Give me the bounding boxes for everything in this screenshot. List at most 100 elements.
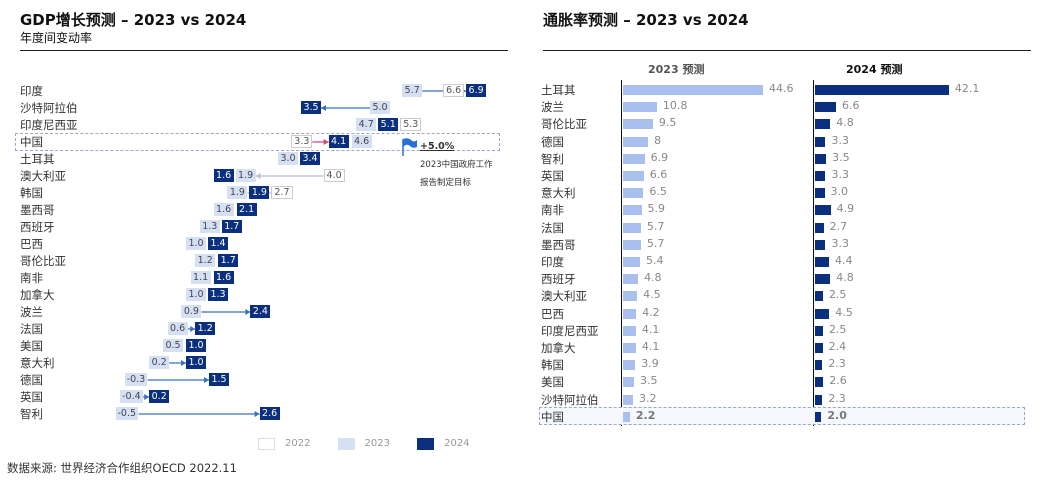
inflation-bar-2024: [815, 291, 823, 302]
inflation-bar-2024: [815, 274, 831, 285]
gdp-value-2023: 1.0: [186, 288, 206, 301]
inflation-value-2023: 3.9: [641, 357, 659, 371]
country-label: 法国: [541, 220, 564, 235]
inflation-value-2024: 3.3: [831, 168, 849, 181]
inflation-bar-2023: [623, 239, 641, 250]
inflation-bar-2024: [815, 377, 824, 388]
legend-swatch-2023: [337, 437, 355, 450]
gdp-value-2024: 5.1: [378, 118, 399, 131]
country-label: 墨西哥: [20, 203, 55, 217]
inflation-value-2023: 2.2: [635, 408, 656, 422]
inflation-value-2023: 4.5: [643, 288, 661, 302]
inflation-value-2023: 5.9: [647, 202, 666, 216]
inflation-value-2023: 4.8: [644, 271, 662, 285]
country-label: 南非: [20, 271, 43, 285]
arrow-head: [181, 360, 186, 366]
gdp-subtitle: 年度间变动率: [20, 31, 93, 45]
inflation-bar-2023: [623, 360, 636, 371]
gdp-value-2024: 1.2: [195, 322, 216, 335]
inflation-value-2023: 4.1: [641, 340, 660, 353]
inflation-value-2023: 4.1: [641, 322, 660, 336]
country-label: 波兰: [20, 305, 43, 319]
inflation-bar-2023: [623, 291, 638, 302]
country-label: 澳大利亚: [20, 169, 66, 183]
inflation-bar-2024: [815, 222, 824, 233]
gdp-value-2023: 5.7: [402, 84, 423, 97]
country-label: 巴西: [541, 306, 564, 321]
inflation-bar-2024: [815, 171, 826, 181]
gdp-value-2024: 1.6: [213, 169, 234, 182]
country-label: 南非: [541, 203, 564, 218]
inflation-bar-2023: [623, 343, 636, 353]
legend-2023: 2023: [364, 438, 390, 449]
gdp-value-2022: 3.3: [291, 135, 313, 148]
gdp-value-2023: 0.9: [181, 305, 202, 318]
inflation-value-2024: 6.6: [841, 99, 860, 113]
gdp-value-2023: 1.2: [195, 254, 216, 267]
gdp-value-2023: 0.2: [149, 356, 170, 369]
china-highlight-inflation: [539, 407, 1025, 425]
inflation-bar-2023: [623, 411, 630, 422]
gdp-value-2024: 6.9: [466, 84, 487, 97]
inflation-value-2023: 5.7: [646, 219, 665, 233]
country-label: 德国: [541, 134, 564, 149]
inflation-bar-2023: [623, 325, 636, 336]
inflation-value-2023: 10.8: [662, 99, 688, 113]
inflation-value-2024: 2.3: [828, 391, 846, 405]
gdp-value-2022: 2.7: [271, 186, 293, 199]
country-label: 中国: [541, 409, 564, 424]
inflation-value-2023: 9.5: [658, 116, 677, 130]
inflation-bar-2024: [815, 343, 823, 353]
inflation-value-2024: 4.8: [836, 271, 854, 285]
inflation-bar-2023: [623, 274, 639, 285]
inflation-value-2024: 4.9: [836, 202, 855, 216]
inflation-value-2023: 3.5: [639, 374, 658, 388]
country-label: 沙特阿拉伯: [541, 392, 599, 407]
inflation-bar-2024: [815, 308, 830, 319]
inflation-value-2024: 2.3: [828, 357, 846, 371]
gdp-value-2023: 4.7: [356, 118, 377, 131]
gdp-value-2024: 1.7: [221, 220, 242, 233]
gdp-value-2022: 5.3: [400, 118, 422, 131]
gdp-value-2023: 1.6: [213, 203, 234, 216]
inflation-value-2024: 2.5: [828, 322, 847, 336]
inflation-value-2023: 6.6: [649, 168, 668, 181]
inflation-value-2024: 2.5: [828, 288, 847, 302]
gdp-chart: 印度 6.6 5.7 6.9 沙特阿拉伯 5.0 3.5 印度尼西亚 5.3 4.7 5.1 中国 3.…: [0, 0, 520, 460]
gdp-value-2024: 1.4: [208, 237, 228, 250]
country-label: 美国: [541, 375, 564, 390]
header-2023: 2023 预测: [648, 63, 705, 76]
arrow-head: [323, 139, 329, 145]
inflation-bar-2024: [815, 119, 831, 130]
gdp-value-2024: 2.6: [259, 407, 280, 420]
legend-swatch-2022: [258, 437, 275, 450]
inflation-value-2024: 3.0: [830, 185, 849, 199]
inflation-value-2023: 44.6: [769, 82, 794, 95]
gdp-value-2024: 4.1: [328, 135, 349, 148]
axis-2024: [813, 80, 814, 426]
inflation-bar-2023: [623, 136, 649, 147]
gdp-value-2023: 3.0: [278, 152, 298, 165]
gdp-legend: 2022 2023 2024: [258, 433, 492, 452]
gdp-value-2024: 1.0: [186, 356, 206, 369]
country-label: 韩国: [541, 358, 564, 373]
gdp-value-2023: 1.9: [227, 186, 248, 199]
gdp-title: GDP增长预测 – 2023 vs 2024: [20, 11, 247, 29]
country-label: 英国: [541, 169, 564, 183]
gdp-value-2024: 1.7: [218, 254, 239, 267]
country-label: 印度尼西亚: [20, 118, 78, 132]
inflation-value-2024: 2.0: [827, 408, 847, 422]
inflation-bar-2023: [623, 377, 634, 388]
source-note: 数据来源: 世界经济合作组织OECD 2022.11: [7, 461, 237, 475]
inflation-bar-2024: [815, 153, 827, 164]
gdp-value-2024: 2.4: [250, 305, 271, 318]
country-label: 土耳其: [541, 83, 576, 97]
country-label: 哥伦比亚: [541, 117, 587, 132]
country-label: 澳大利亚: [541, 289, 587, 304]
country-label: 西班牙: [20, 220, 55, 234]
inflation-value-2024: 2.7: [829, 219, 848, 233]
inflation-value-2024: 4.8: [836, 116, 854, 130]
inflation-bar-2024: [815, 394, 823, 405]
country-label: 巴西: [20, 237, 43, 251]
inflation-bar-2023: [623, 119, 653, 130]
